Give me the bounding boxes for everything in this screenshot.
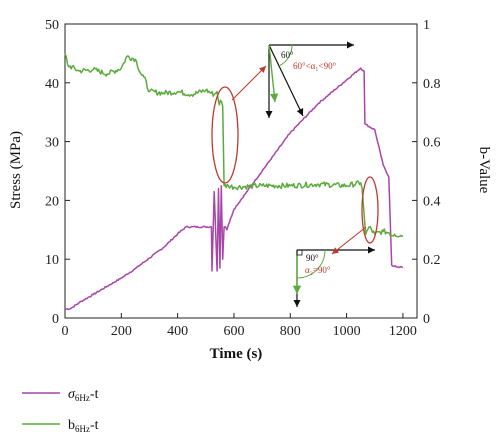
legend-bvalue-suffix: -t [90,418,99,433]
y-axis-ticks: 0 10 20 30 40 50 [45,18,70,327]
legend-bvalue-label: b6Hz-t [68,418,99,434]
upper-inset-bvalue-slope [268,44,279,103]
y-axis-title: Stress (MPa) [8,131,24,209]
y-tick-label: 10 [45,253,59,268]
x-tick-label: 1000 [333,324,361,339]
x-axis-ticks: 0 200 400 600 800 1000 1200 [62,313,417,339]
legend-bvalue-main: b [68,418,75,433]
upper-angle-arc [278,44,293,67]
upper-condition-label: 60°<α₁<90° [293,61,337,71]
legend-bvalue-sub: 6Hz [75,424,90,434]
y2-axis-title: b-Value [476,147,492,194]
y-tick-label: 20 [45,194,59,209]
y-tick-label: 0 [52,312,59,327]
highlight-ellipse-lower [361,176,379,244]
y2-axis-ticks: 0 0.2 0.4 0.6 0.8 1 [412,18,441,327]
lower-angle-arc [296,249,326,279]
legend-stress-suffix: -t [90,387,99,402]
y-tick-label: 40 [45,77,59,92]
lower-right-angle-mark [296,249,303,256]
x-tick-label: 800 [280,324,301,339]
upper-pointer-arrow [231,65,267,101]
y-tick-label: 30 [45,136,59,151]
y2-tick-label: 0 [423,312,430,327]
y2-tick-label: 0.2 [423,253,441,268]
lower-angle-label: 90° [306,253,319,263]
y-tick-label: 50 [45,18,59,33]
lower-pointer-arrow [331,226,367,255]
x-axis-title: Time (s) [210,346,263,362]
bvalue-series-line [64,53,404,238]
x-tick-label: 1200 [389,324,417,339]
highlight-ellipse-upper [211,86,239,184]
y2-tick-label: 0.4 [423,194,441,209]
annotation-layer: 60°60°<α₁<90° 90° α₂=90° [211,41,379,307]
x-tick-label: 0 [62,324,69,339]
legend-stress-main: σ [68,387,76,402]
legend-stress-sub: 6Hz [75,393,90,403]
x-tick-label: 400 [167,324,188,339]
plot-frame [64,23,418,319]
y2-tick-label: 0.6 [423,136,441,151]
y2-tick-label: 1 [423,18,430,33]
x-tick-label: 600 [223,324,244,339]
lower-condition-label: α₂=90° [305,265,331,275]
upper-angle-label: 60° [281,50,294,60]
y2-tick-label: 0.8 [423,77,441,92]
upper-inset-diagonal [268,44,304,117]
legend-stress-label: σ6Hz-t [68,387,99,403]
plot-border [64,23,418,319]
legend: σ6Hz-t b6Hz-t [22,387,99,434]
series-layer [64,53,404,311]
x-tick-label: 200 [111,324,132,339]
stress-series-line [64,67,404,311]
